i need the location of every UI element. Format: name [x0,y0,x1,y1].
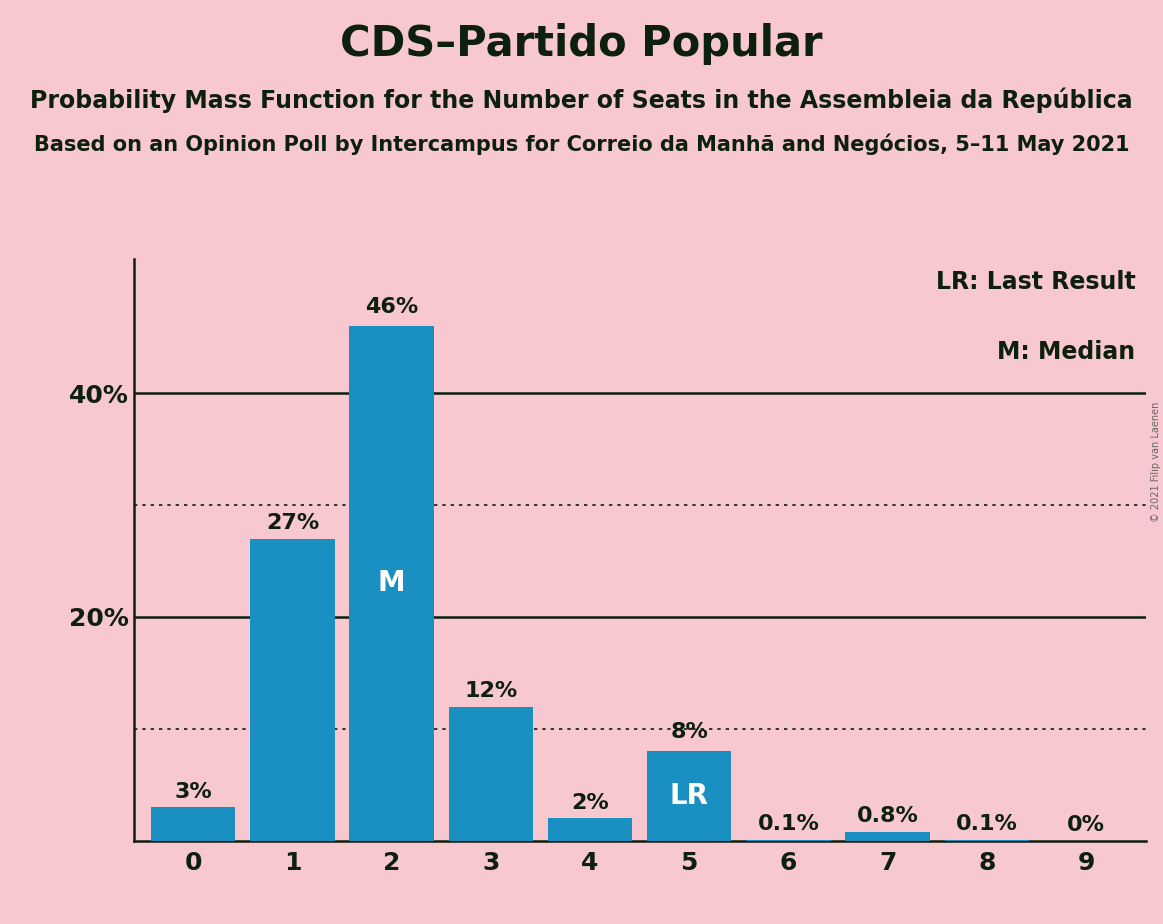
Text: 0.8%: 0.8% [857,807,919,826]
Bar [350,326,434,841]
Bar [250,539,335,841]
Text: LR: Last Result: LR: Last Result [936,271,1135,295]
Text: Probability Mass Function for the Number of Seats in the Assembleia da República: Probability Mass Function for the Number… [30,88,1133,114]
Text: 0.1%: 0.1% [757,814,820,834]
Text: 12%: 12% [464,681,518,701]
Text: CDS–Partido Popular: CDS–Partido Popular [341,23,822,65]
Text: M: Median: M: Median [998,340,1135,364]
Text: Based on an Opinion Poll by Intercampus for Correio da Manhã and Negócios, 5–11 : Based on an Opinion Poll by Intercampus … [34,134,1129,155]
Text: 46%: 46% [365,297,419,317]
Bar [647,751,732,841]
Text: 3%: 3% [174,782,212,802]
Bar [548,819,633,841]
Bar [846,832,929,841]
Bar [944,840,1029,841]
Text: © 2021 Filip van Laenen: © 2021 Filip van Laenen [1150,402,1161,522]
Text: LR: LR [670,782,708,810]
Text: M: M [378,569,406,597]
Text: 27%: 27% [266,513,319,533]
Bar [151,808,235,841]
Text: 0.1%: 0.1% [956,814,1018,834]
Bar [747,840,830,841]
Text: 8%: 8% [670,723,708,742]
Bar [449,707,533,841]
Text: 2%: 2% [571,793,609,813]
Text: 0%: 0% [1066,815,1105,835]
